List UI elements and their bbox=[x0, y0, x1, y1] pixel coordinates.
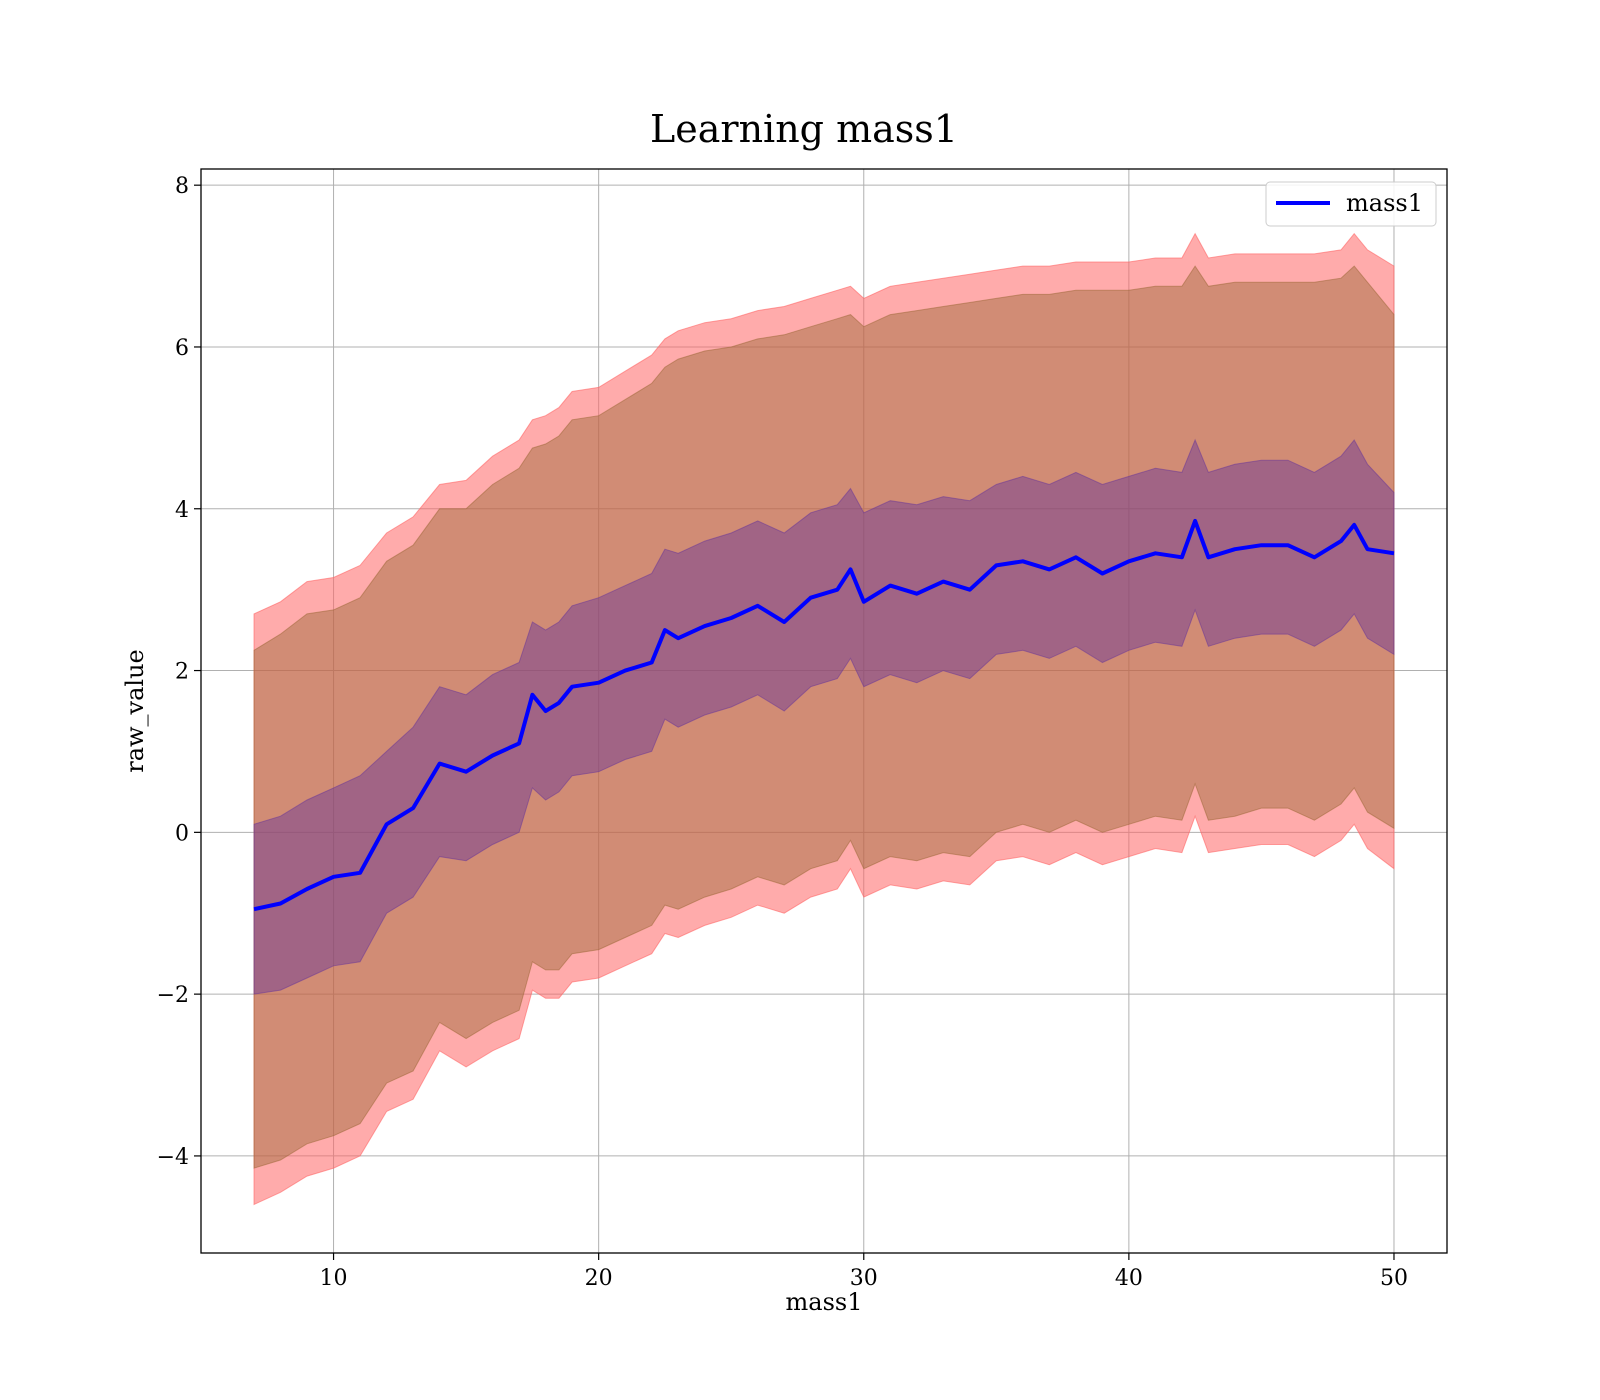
outer-band bbox=[253, 232, 1395, 1206]
x-tick-label: 30 bbox=[850, 1266, 878, 1291]
legend-label: mass1 bbox=[1346, 189, 1423, 217]
legend: mass1 bbox=[1265, 181, 1437, 227]
x-tick-label: 10 bbox=[320, 1266, 348, 1291]
y-tick-label: 8 bbox=[175, 174, 189, 199]
y-tick-label: 2 bbox=[175, 660, 189, 685]
y-tick-label: 4 bbox=[175, 498, 189, 523]
x-axis-ticks: 10 20 30 40 50 bbox=[320, 1253, 1408, 1291]
series-lines bbox=[253, 518, 1395, 912]
y-axis-label: raw_value bbox=[121, 649, 149, 773]
y-axis-ticks: −4 −2 0 2 4 6 8 bbox=[157, 174, 201, 1170]
y-tick-label: −2 bbox=[157, 983, 189, 1008]
series-line-mass1 bbox=[253, 518, 1395, 912]
x-tick-label: 20 bbox=[585, 1266, 613, 1291]
legend-box bbox=[1265, 181, 1437, 227]
mid-band bbox=[253, 438, 1395, 995]
uncertainty-bands bbox=[253, 232, 1395, 1206]
x-axis-label: mass1 bbox=[786, 1288, 863, 1316]
chart-title: Learning mass1 bbox=[650, 107, 958, 151]
y-tick-label: 0 bbox=[175, 821, 189, 846]
y-tick-label: 6 bbox=[175, 336, 189, 361]
inner-band bbox=[253, 265, 1395, 1169]
y-tick-label: −4 bbox=[157, 1145, 189, 1170]
x-tick-label: 50 bbox=[1380, 1266, 1408, 1291]
x-tick-label: 40 bbox=[1115, 1266, 1143, 1291]
plot-frame bbox=[200, 168, 1448, 1254]
